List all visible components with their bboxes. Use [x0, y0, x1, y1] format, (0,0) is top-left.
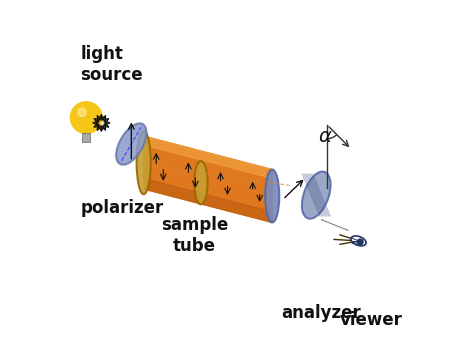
Ellipse shape: [116, 124, 146, 165]
FancyBboxPatch shape: [82, 133, 91, 142]
Polygon shape: [144, 136, 272, 223]
Circle shape: [71, 102, 102, 133]
Text: analyzer: analyzer: [282, 304, 361, 322]
Ellipse shape: [137, 131, 151, 194]
Polygon shape: [144, 136, 272, 178]
Text: polarizer: polarizer: [81, 199, 164, 217]
Polygon shape: [144, 178, 272, 223]
Ellipse shape: [302, 171, 330, 219]
Ellipse shape: [351, 236, 366, 246]
Text: α: α: [318, 127, 331, 146]
Circle shape: [357, 239, 363, 245]
Text: viewer: viewer: [339, 311, 402, 329]
Circle shape: [78, 108, 86, 116]
Ellipse shape: [194, 161, 208, 204]
Ellipse shape: [265, 170, 279, 223]
Text: sample
tube: sample tube: [161, 216, 228, 255]
Text: light
source: light source: [80, 45, 143, 84]
